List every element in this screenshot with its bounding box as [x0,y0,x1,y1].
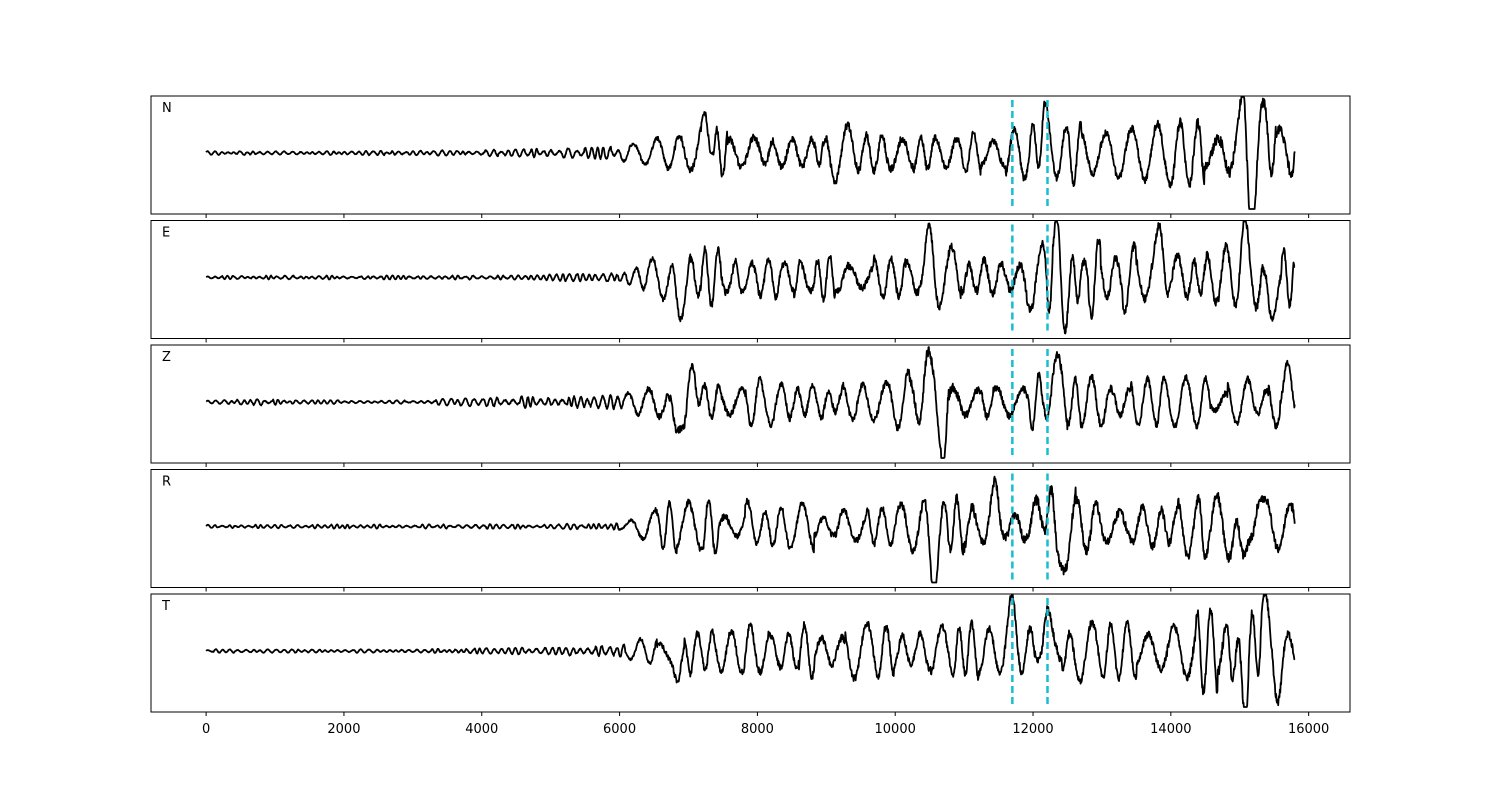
panel-label-e: E [162,226,170,241]
x-tick-label: 14000 [1150,722,1191,737]
trace-e [205,220,1296,335]
trace-t [205,594,1296,708]
x-tick-label: 2000 [327,722,360,737]
panel-frame [150,344,1351,464]
x-axis: 0 2000 4000 6000 8000 10000 12000 14000 16000 [202,722,1329,737]
trace-r [205,475,1296,584]
panel-label-t: T [161,599,170,614]
x-tick-label: 16000 [1288,722,1329,737]
x-tick-label: 4000 [465,722,498,737]
trace-n [205,96,1296,210]
x-tick-label: 6000 [603,722,636,737]
panel-label-z: Z [162,350,171,365]
x-tick-label: 10000 [875,722,916,737]
panel-frame [150,95,1351,215]
panel-t: T [150,593,1351,716]
x-tick-label: 8000 [741,722,774,737]
panel-n: N [150,95,1351,218]
panel-label-n: N [162,101,172,116]
panels: N E Z R T [150,95,1351,716]
panel-frame [150,469,1351,588]
panel-z: Z [150,344,1351,467]
x-tick-label: 0 [202,722,210,737]
panel-label-r: R [162,475,171,490]
panel-r: R [150,469,1351,592]
x-tick-label: 12000 [1012,722,1053,737]
panel-e: E [150,220,1351,343]
panel-frame [150,220,1351,339]
trace-z [205,346,1296,459]
panel-frame [150,593,1351,713]
